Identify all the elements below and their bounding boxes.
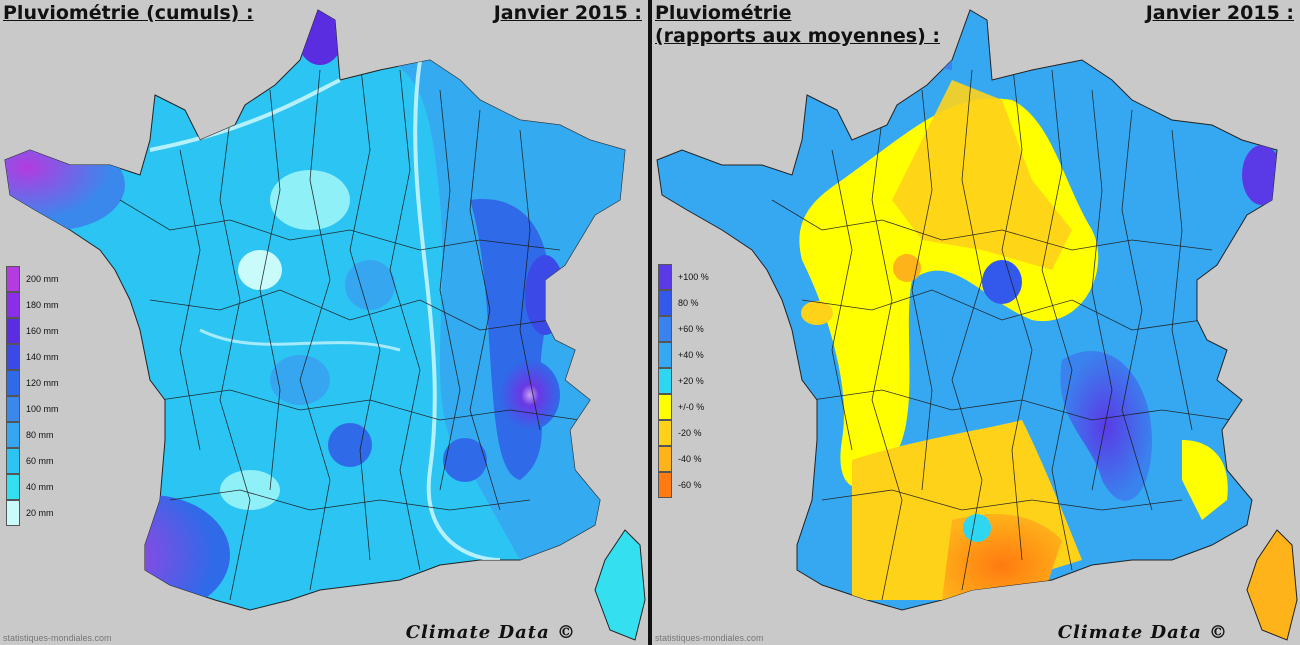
legend-swatch — [658, 342, 672, 368]
legend-swatch — [658, 290, 672, 316]
legend-label: 100 mm — [26, 404, 59, 414]
legend-label: 180 mm — [26, 300, 59, 310]
map-date: Janvier 2015 : — [493, 2, 642, 24]
legend-swatch — [658, 316, 672, 342]
legend-swatch — [6, 318, 20, 344]
map-title: Pluviométrie (rapports aux moyennes) : — [655, 2, 940, 47]
rainfall-ratio-map-panel: Pluviométrie (rapports aux moyennes) : J… — [652, 0, 1300, 645]
legend-label: 120 mm — [26, 378, 59, 388]
legend-label: 80 mm — [26, 430, 54, 440]
map-date: Janvier 2015 : — [1145, 2, 1294, 24]
legend-swatch — [658, 472, 672, 498]
watermark: Climate Data © — [1057, 622, 1228, 643]
map-title: Pluviométrie (cumuls) : — [3, 2, 254, 24]
legend-label: 160 mm — [26, 326, 59, 336]
legend-swatch — [658, 420, 672, 446]
legend-label: +60 % — [678, 324, 704, 334]
legend-label: 20 mm — [26, 508, 54, 518]
legend-label: 40 mm — [26, 482, 54, 492]
legend-swatch — [6, 396, 20, 422]
legend-label: -20 % — [678, 428, 702, 438]
legend-swatch — [6, 448, 20, 474]
legend-label: 60 mm — [26, 456, 54, 466]
legend-label: 80 % — [678, 298, 699, 308]
legend-swatch — [658, 394, 672, 420]
legend-swatch — [6, 474, 20, 500]
legend-label: +100 % — [678, 272, 709, 282]
legend-swatch — [658, 368, 672, 394]
cumulative-rainfall-map-panel: Pluviométrie (cumuls) : Janvier 2015 : 2… — [0, 0, 648, 645]
legend-label: 140 mm — [26, 352, 59, 362]
legend-label: 200 mm — [26, 274, 59, 284]
legend-swatch — [658, 446, 672, 472]
watermark: Climate Data © — [405, 622, 576, 643]
legend-swatch — [658, 264, 672, 290]
legend-label: -40 % — [678, 454, 702, 464]
rainfall-ratio-map — [656, 9, 1298, 641]
legend-swatch — [6, 370, 20, 396]
legend-label: +20 % — [678, 376, 704, 386]
legend-label: +/-0 % — [678, 402, 705, 412]
source-credit: statistiques-mondiales.com — [655, 633, 764, 643]
source-credit: statistiques-mondiales.com — [3, 633, 112, 643]
legend-swatch — [6, 266, 20, 292]
legend-swatch — [6, 422, 20, 448]
panel-divider — [648, 0, 652, 645]
cumulative-rainfall-map — [4, 9, 646, 641]
legend-label: +40 % — [678, 350, 704, 360]
legend-swatch — [6, 344, 20, 370]
legend-swatch — [6, 500, 20, 526]
legend-swatch — [6, 292, 20, 318]
legend-label: -60 % — [678, 480, 702, 490]
